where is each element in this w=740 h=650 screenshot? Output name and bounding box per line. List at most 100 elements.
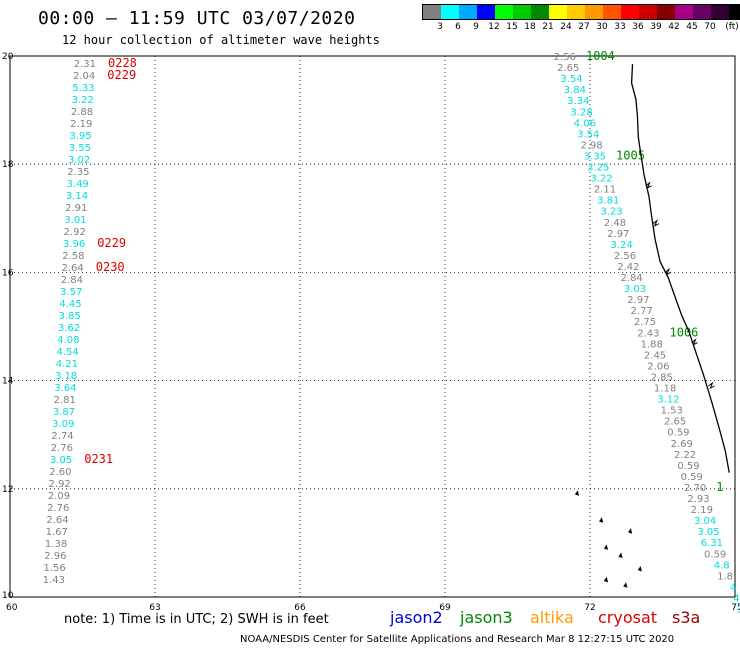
track2-time-label: 1006 — [670, 325, 699, 339]
y-axis-tick-label: 12 — [2, 485, 13, 495]
legend-swatch — [603, 5, 621, 19]
track2-swh-value: 2.97 — [627, 295, 649, 306]
track2-swh-value: 2.19 — [691, 505, 713, 516]
track1-swh-value: 2.88 — [71, 107, 93, 118]
track2-swh-value: 3.23 — [600, 207, 622, 218]
note-text: note: 1) Time is in UTC; 2) SWH is in fe… — [64, 612, 329, 627]
legend-swatch — [441, 5, 459, 19]
legend-tick-label: 15 — [506, 22, 518, 32]
island — [637, 565, 642, 572]
track1-swh-value: 3.55 — [69, 143, 91, 154]
track1-swh-value: 3.02 — [68, 155, 90, 166]
track1-swh-value: 3.05 — [50, 455, 72, 466]
track2-swh-value: 2.77 — [631, 306, 653, 317]
footer-credit: NOAA/NESDIS Center for Satellite Applica… — [240, 634, 675, 645]
track1-time-label: 0229 — [97, 236, 126, 250]
legend-swatch — [549, 5, 567, 19]
legend-swatch — [459, 5, 477, 19]
track2-swh-value: 3.84 — [564, 85, 586, 96]
track2-swh-value: 2.70 — [684, 483, 706, 494]
track2-swh-value: 4 — [733, 593, 739, 604]
track1-swh-value: 2.19 — [70, 119, 92, 130]
track2-swh-value: 1.18 — [654, 384, 676, 395]
track2-swh-value: 3.24 — [611, 240, 633, 251]
track2-swh-value: 3.25 — [587, 163, 609, 174]
track2-swh-value: 1.53 — [661, 406, 683, 417]
track1-swh-value: 2.81 — [54, 395, 76, 406]
track2-swh-value: 2.93 — [687, 494, 709, 505]
track2-swh-value: 3.35 — [584, 151, 606, 162]
track1-swh-value: 1.38 — [45, 539, 67, 550]
legend-tick-label: 9 — [473, 22, 479, 32]
track1-swh-value: 3.96 — [63, 239, 85, 250]
track2-swh-value: 3.04 — [694, 516, 716, 527]
track2-swh-value: 3.34 — [567, 96, 589, 107]
track1-swh-value: 3.57 — [60, 287, 82, 298]
track2-swh-value: 0.59 — [704, 549, 726, 560]
track1-swh-value: 3.85 — [59, 311, 81, 322]
track2-swh-value: 3.28 — [570, 107, 592, 118]
x-axis-tick-label: 72 — [584, 603, 595, 613]
y-axis-tick-label: 14 — [2, 377, 14, 387]
track2-swh-value: 2.43 — [637, 328, 659, 339]
track1-swh-value: 2.04 — [73, 71, 95, 82]
track2-time-label: 1 — [716, 480, 723, 494]
track1-swh-value: 2.84 — [61, 275, 83, 286]
track1-swh-value: 3.87 — [53, 407, 75, 418]
track2-swh-value: 0.59 — [667, 428, 689, 439]
legend-swatch — [567, 5, 585, 19]
x-axis-corner-label: 60 — [6, 603, 18, 613]
legend-swatch — [711, 5, 729, 19]
x-axis-tick-label: 69 — [439, 603, 451, 613]
track1-time-label: 0230 — [96, 260, 125, 274]
track1-swh-value: 5.33 — [72, 83, 94, 94]
track1-swh-value: 3.64 — [54, 383, 76, 394]
legend-color-bar — [422, 4, 740, 20]
x-axis-tick-label: 66 — [294, 603, 306, 613]
satellite-label-cryosat: cryosat — [598, 608, 658, 627]
track2-swh-value: 1.88 — [641, 339, 663, 350]
track2-swh-value: 2.97 — [607, 229, 629, 240]
track1-swh-value: 2.60 — [49, 467, 71, 478]
track2-swh-value: 3.03 — [624, 284, 646, 295]
track1-swh-value: 3.01 — [64, 215, 86, 226]
track2-swh-value: 0.59 — [677, 461, 699, 472]
legend-swatch — [639, 5, 657, 19]
track2-time-label: 1004 — [586, 49, 615, 63]
wave-height-legend: 3 6 9 12 15 18 21 24 27 30 33 36 39 42 45 70 (ft) — [422, 4, 740, 32]
track1-swh-value: 4.21 — [56, 359, 78, 370]
island — [623, 582, 628, 588]
legend-tick-label: 70 — [704, 22, 716, 32]
legend-tick-label: 33 — [614, 22, 626, 32]
legend-swatch — [513, 5, 531, 19]
legend-tick-label: 18 — [524, 22, 536, 32]
track2-swh-value: 0.59 — [681, 472, 703, 483]
track2-swh-value: 3.54 — [577, 129, 599, 140]
x-axis-end-label: 75 — [731, 603, 740, 613]
coastline — [630, 64, 730, 473]
legend-tick-label: 42 — [668, 22, 680, 32]
legend-tick-label: 45 — [686, 22, 698, 32]
satellite-label-altika: altika — [530, 608, 574, 627]
coast-inlet — [664, 267, 672, 276]
legend-swatch — [693, 5, 711, 19]
track1-swh-value: 2.74 — [51, 431, 73, 442]
y-axis-bottom-label: 10 — [2, 591, 14, 601]
track1-swh-value: 3.18 — [55, 371, 77, 382]
track2-swh-value: 3.81 — [597, 196, 619, 207]
track2-swh-value: 3.54 — [560, 74, 582, 85]
track2-swh-value: 2.11 — [594, 185, 616, 196]
coast-inlet — [645, 181, 652, 189]
track2-swh-value: 2.56 — [554, 52, 576, 63]
track1-swh-value: 3.49 — [67, 179, 89, 190]
track1-swh-value: 2.09 — [48, 491, 70, 502]
legend-tick-label: 3 — [437, 22, 443, 32]
track2-swh-value: 2.84 — [621, 273, 643, 284]
island — [618, 552, 623, 559]
y-axis-tick-label: 18 — [2, 160, 14, 170]
track1-swh-value: 3.09 — [52, 419, 74, 430]
island — [599, 517, 604, 523]
track2-swh-value: 2.85 — [651, 372, 673, 383]
island — [603, 576, 609, 583]
